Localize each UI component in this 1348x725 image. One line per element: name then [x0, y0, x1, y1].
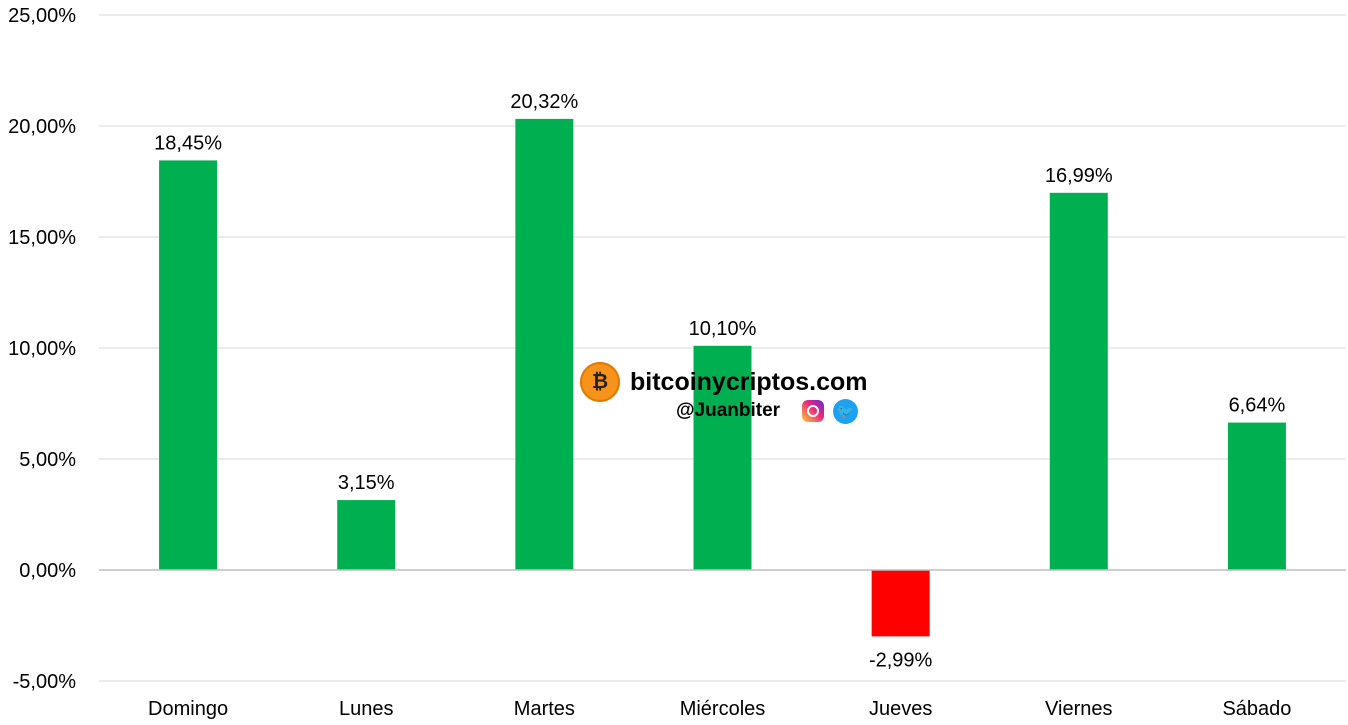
data-label: -2,99% — [869, 649, 933, 671]
y-tick-label: 25,00% — [8, 5, 76, 27]
data-label: 6,64% — [1229, 395, 1286, 417]
data-label: 10,10% — [689, 318, 757, 340]
x-tick-label: Sábado — [1222, 698, 1291, 720]
y-tick-label: 10,00% — [8, 338, 76, 360]
watermark-handle: @Juanbiter — [676, 400, 781, 421]
bar — [693, 345, 752, 570]
data-labels: 18,45% 3,15% 20,32% 10,10% -2,99% 16,99% 6,64% — [154, 91, 1285, 671]
bar — [159, 160, 218, 570]
y-tick-label: 20,00% — [8, 116, 76, 138]
y-tick-label: 0,00% — [19, 560, 76, 582]
bar — [1227, 422, 1286, 570]
x-tick-label: Miércoles — [680, 698, 766, 720]
data-label: 16,99% — [1045, 165, 1113, 187]
bar — [1049, 192, 1108, 570]
x-tick-label: Lunes — [339, 698, 394, 720]
bitcoin-microphone-icon — [580, 362, 620, 402]
watermark: ₿ bitcoinycriptos.com @Juanbiter 🐦 — [580, 362, 900, 426]
instagram-icon — [802, 400, 824, 422]
x-tick-label: Viernes — [1045, 698, 1112, 720]
bars — [159, 118, 1286, 637]
bar — [871, 570, 930, 637]
data-label: 18,45% — [154, 132, 222, 154]
y-tick-label: -5,00% — [13, 671, 77, 693]
y-tick-label: 15,00% — [8, 227, 76, 249]
x-axis-tick-labels: Domingo Lunes Martes Miércoles Jueves Viernes… — [148, 698, 1291, 720]
watermark-site: bitcoinycriptos.com — [630, 368, 868, 396]
x-tick-label: Jueves — [869, 698, 932, 720]
x-tick-label: Domingo — [148, 698, 228, 720]
data-label: 3,15% — [338, 472, 395, 494]
bar — [337, 500, 396, 570]
y-tick-label: 5,00% — [19, 449, 76, 471]
y-axis-tick-labels: -5,00% 0,00% 5,00% 10,00% 15,00% 20,00% 25,00% — [8, 5, 76, 693]
x-tick-label: Martes — [514, 698, 575, 720]
data-label: 20,32% — [510, 91, 578, 113]
bar — [515, 118, 574, 571]
twitter-icon: 🐦 — [833, 399, 858, 424]
bitcoin-symbol: ₿ — [591, 371, 609, 393]
